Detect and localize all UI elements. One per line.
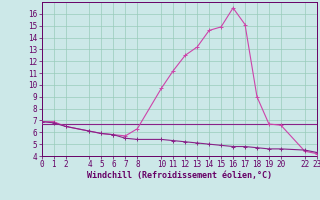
X-axis label: Windchill (Refroidissement éolien,°C): Windchill (Refroidissement éolien,°C) bbox=[87, 171, 272, 180]
